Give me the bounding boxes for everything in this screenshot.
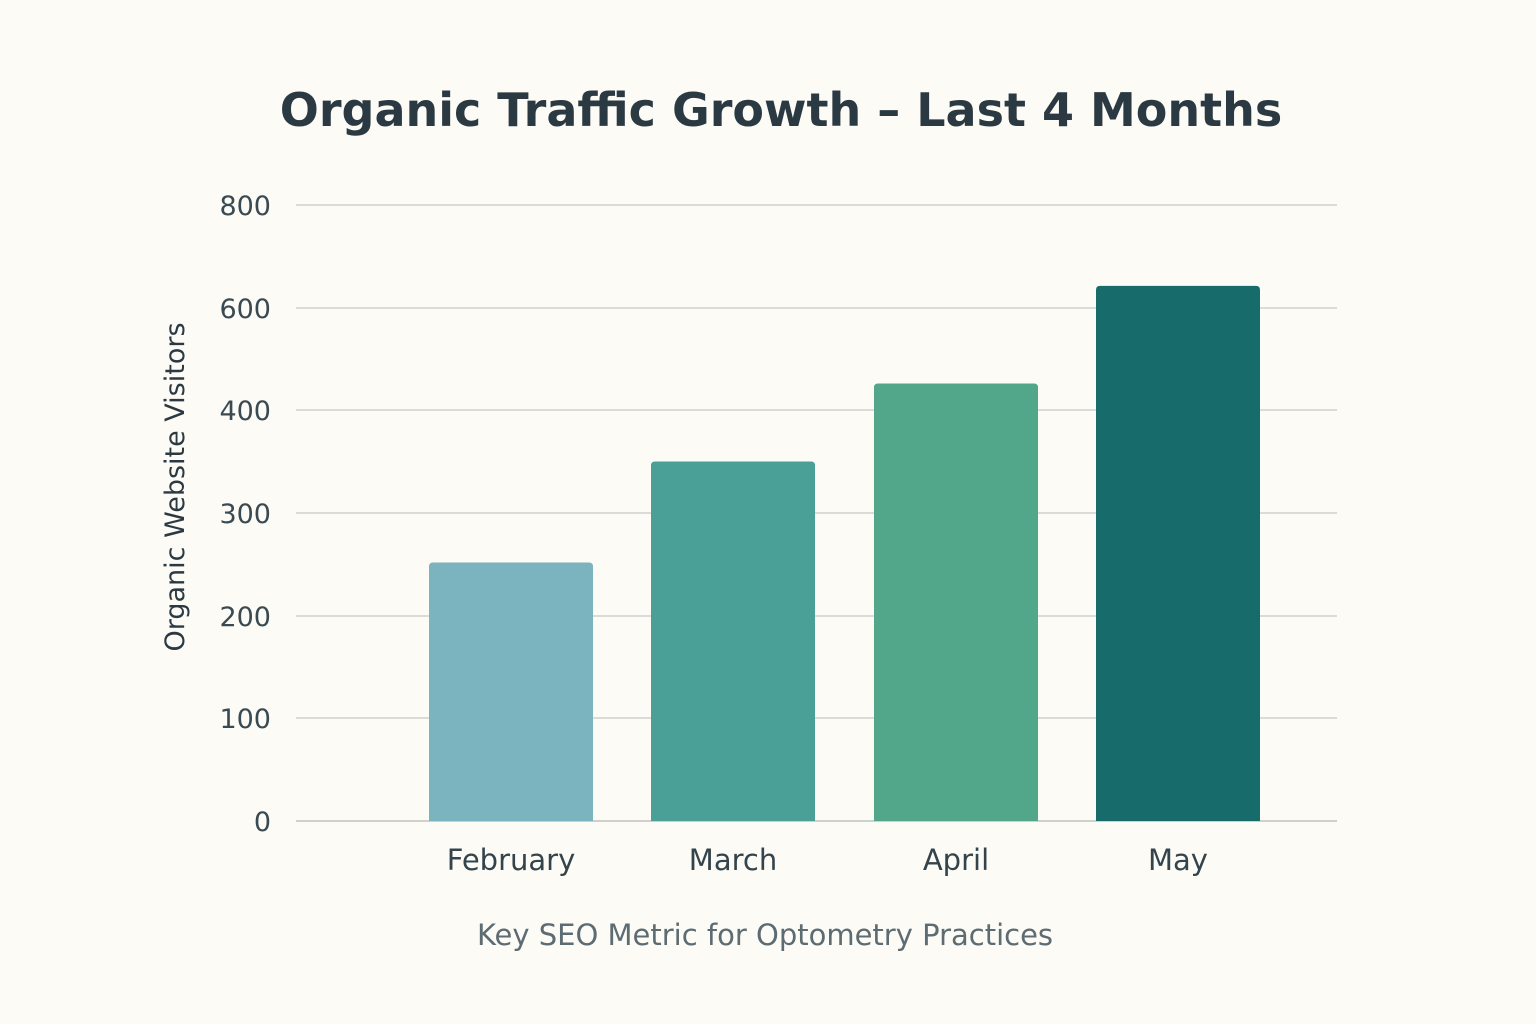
y-tick-label: 800: [219, 191, 271, 222]
x-axis-categories: February March April May: [447, 843, 1208, 877]
y-tick-label: 600: [219, 294, 271, 325]
y-tick-label: 200: [219, 602, 271, 633]
x-category-label: February: [447, 843, 576, 877]
y-axis-label: Organic Website Visitors: [160, 322, 191, 651]
y-tick-label: 300: [219, 499, 271, 530]
x-axis-label: Key SEO Metric for Optometry Practices: [477, 918, 1053, 952]
x-category-label: March: [689, 843, 777, 877]
bar-february: [429, 562, 593, 821]
bars: [429, 285, 1260, 822]
bar-april: [874, 383, 1038, 821]
y-axis-ticks: 0 100 200 300 400 600 800: [219, 191, 271, 838]
chart-title: Organic Traffic Growth – Last 4 Months: [280, 83, 1283, 137]
x-category-label: April: [923, 843, 989, 877]
bar-may: [1096, 285, 1260, 822]
y-tick-label: 400: [219, 396, 271, 427]
bar-march: [651, 461, 815, 821]
y-tick-label: 100: [219, 704, 271, 735]
x-category-label: May: [1148, 843, 1208, 877]
y-tick-label: 0: [254, 807, 271, 838]
